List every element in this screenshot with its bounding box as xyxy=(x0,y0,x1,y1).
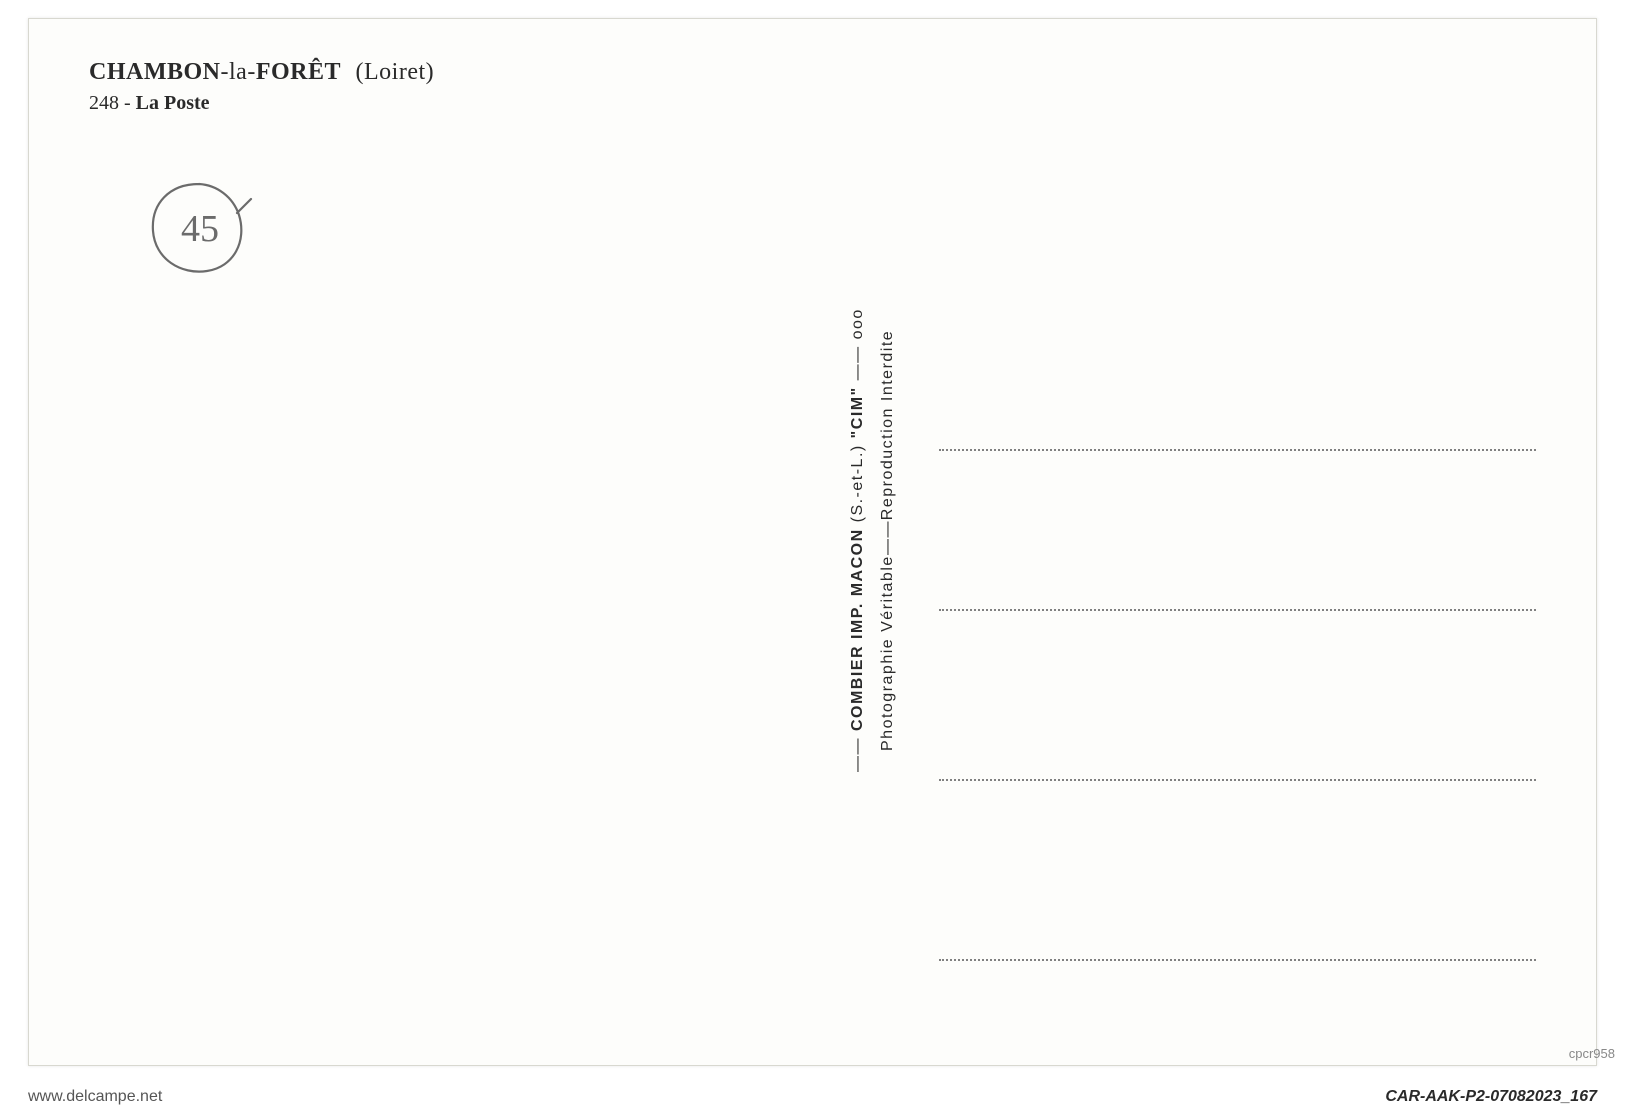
dash-pre: —— xyxy=(849,731,866,772)
caption-text: La Poste xyxy=(136,92,210,114)
postcard-back: CHAMBON-la-FORÊT (Loiret) 248 - La Poste… xyxy=(28,18,1597,1066)
publisher-location: (S.-et-L.) xyxy=(849,438,866,528)
watermark: cpcr958 xyxy=(1569,1046,1615,1061)
pencil-circle-svg: 45 xyxy=(139,169,259,289)
postcard-header: CHAMBON-la-FORÊT (Loiret) 248 - La Poste xyxy=(89,59,434,115)
line2-dash: —— xyxy=(875,520,901,555)
place-name-2: FORÊT xyxy=(256,59,341,85)
card-number: 248 xyxy=(89,92,119,114)
publisher-name: COMBIER IMP. MACON xyxy=(849,528,866,731)
center-divider: —— COMBIER IMP. MACON (S.-et-L.) "CIM" —… xyxy=(849,45,909,1035)
dash-post: —— xyxy=(849,339,866,386)
region: (Loiret) xyxy=(356,59,435,85)
place-title: CHAMBON-la-FORÊT (Loiret) xyxy=(89,59,434,86)
reproduction-interdite: Reproduction Interdite xyxy=(879,329,896,519)
address-line-3 xyxy=(939,779,1536,781)
ooo-mark: ooo xyxy=(849,308,866,339)
caption-dash: - xyxy=(119,92,136,114)
place-sep: -la- xyxy=(221,59,256,85)
pencil-number: 45 xyxy=(181,208,219,250)
address-line-1 xyxy=(939,449,1536,451)
place-name-1: CHAMBON xyxy=(89,59,221,85)
photo-veritable: Photographie Véritable xyxy=(879,555,896,751)
address-line-2 xyxy=(939,609,1536,611)
pencil-annotation: 45 xyxy=(139,169,259,294)
footer-ref: CAR-AAK-P2-07082023_167 xyxy=(1385,1088,1597,1106)
address-line-4 xyxy=(939,959,1536,961)
publisher-line-1: —— COMBIER IMP. MACON (S.-et-L.) "CIM" —… xyxy=(849,45,867,1035)
publisher-line-2: Photographie Véritable —— Reproduction I… xyxy=(875,45,901,1035)
footer-url: www.delcampe.net xyxy=(28,1088,162,1106)
card-caption: 248 - La Poste xyxy=(89,92,434,115)
publisher-brand: "CIM" xyxy=(849,386,866,438)
